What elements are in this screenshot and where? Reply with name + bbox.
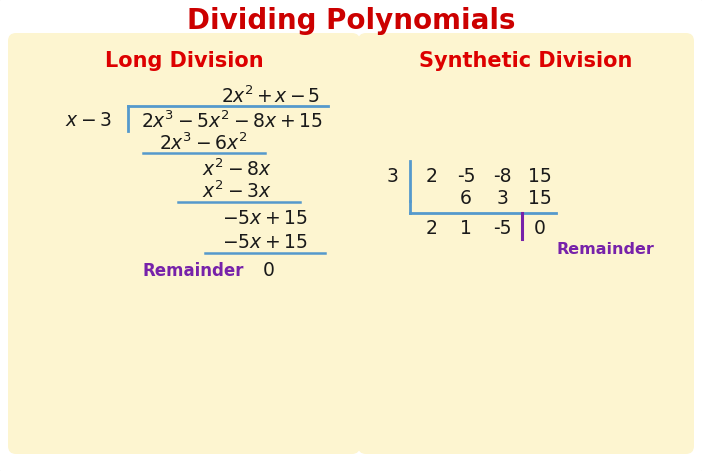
- Text: Remainder: Remainder: [143, 262, 244, 280]
- Text: $x^2-8x$: $x^2-8x$: [202, 158, 272, 180]
- Text: $+\,x$: $+\,x$: [256, 87, 288, 106]
- Text: -5: -5: [493, 219, 511, 238]
- Text: Remainder: Remainder: [556, 242, 654, 257]
- Text: $-5x+15$: $-5x+15$: [222, 209, 308, 227]
- Text: $x-3$: $x-3$: [65, 112, 112, 130]
- Text: Long Division: Long Division: [105, 51, 263, 71]
- Text: Dividing Polynomials: Dividing Polynomials: [187, 7, 515, 35]
- FancyBboxPatch shape: [8, 33, 360, 454]
- Text: $2x^3-6x^2$: $2x^3-6x^2$: [159, 132, 247, 154]
- Text: 3: 3: [496, 188, 508, 208]
- Text: 3: 3: [387, 167, 399, 186]
- FancyBboxPatch shape: [358, 33, 694, 454]
- Text: $2x^2$: $2x^2$: [221, 85, 255, 107]
- Text: $-5x+15$: $-5x+15$: [222, 233, 308, 252]
- Text: $x^2-3x$: $x^2-3x$: [202, 180, 272, 202]
- Text: $2x^3-5x^2-8x+15$: $2x^3-5x^2-8x+15$: [141, 110, 323, 132]
- Text: 15: 15: [528, 167, 552, 186]
- Text: 2: 2: [426, 219, 438, 238]
- Text: 2: 2: [426, 167, 438, 186]
- Text: -5: -5: [457, 167, 475, 186]
- Text: Synthetic Division: Synthetic Division: [419, 51, 633, 71]
- Text: 0: 0: [534, 219, 546, 238]
- Text: 6: 6: [460, 188, 472, 208]
- Text: -8: -8: [493, 167, 511, 186]
- Text: $-\,5$: $-\,5$: [289, 87, 321, 106]
- Text: 1: 1: [460, 219, 472, 238]
- Text: 15: 15: [528, 188, 552, 208]
- Text: $0$: $0$: [262, 261, 274, 281]
